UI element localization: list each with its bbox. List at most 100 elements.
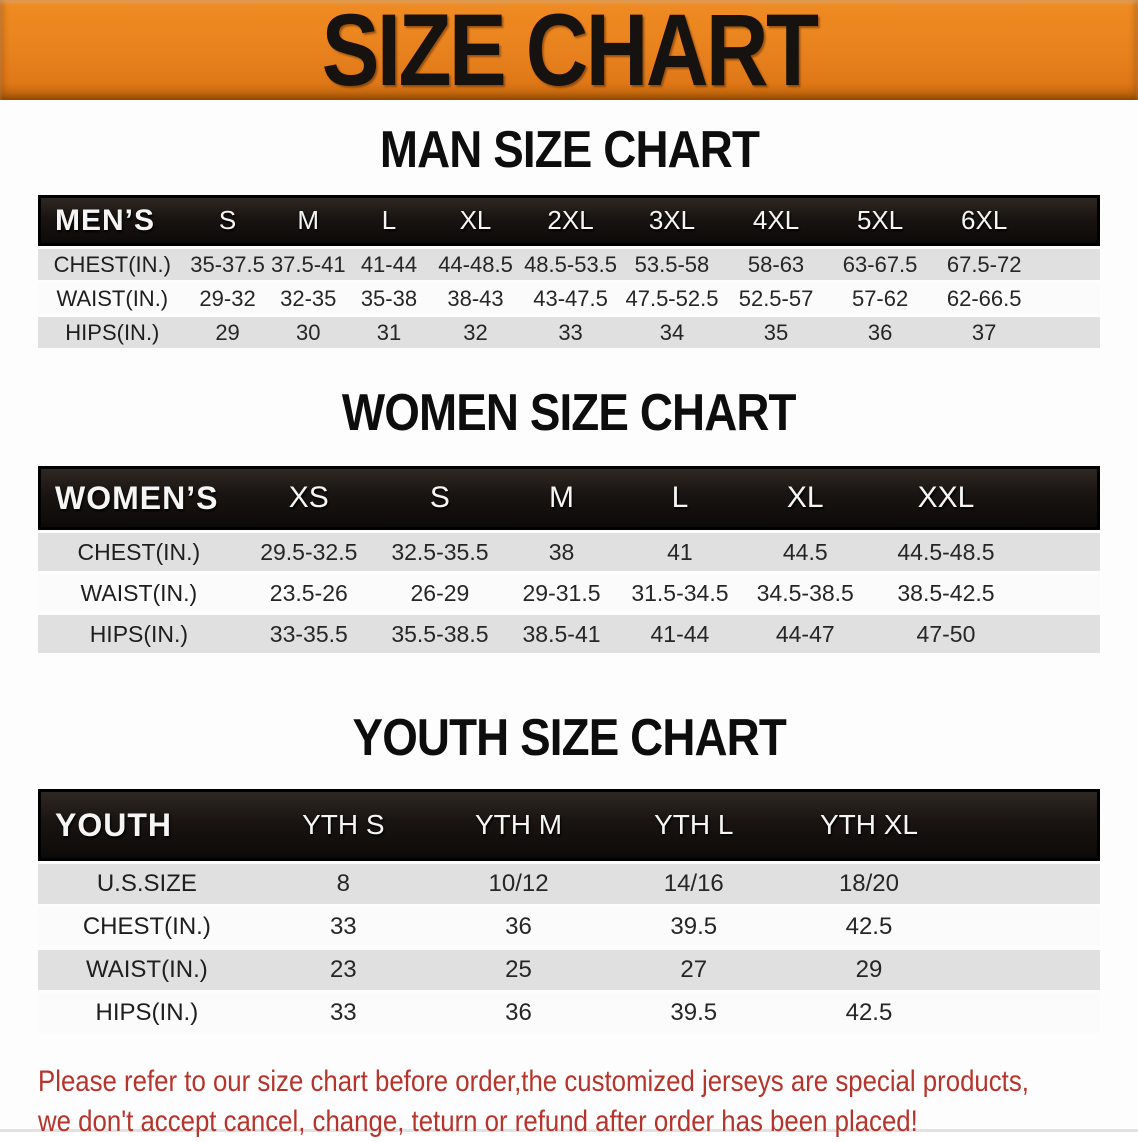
footer-note-line-2: we don't accept cancel, change, teturn o… xyxy=(38,1105,918,1138)
column-header: S xyxy=(377,466,503,530)
women-section-heading: WOMEN SIZE CHART xyxy=(0,387,1138,439)
size-cell: 37.5-41 xyxy=(268,249,349,280)
table-row: WAIST(IN.) 23.5-26 26-29 29-31.5 31.5-34.5 34… xyxy=(38,574,1100,612)
row-spacer xyxy=(1020,615,1100,653)
size-cell: 41 xyxy=(621,533,739,571)
table-row: HIPS(IN.) 33 36 39.5 42.5 xyxy=(38,993,1100,1033)
size-cell: 10/12 xyxy=(430,864,607,904)
size-cell: 44.5 xyxy=(738,533,872,571)
column-header: L xyxy=(621,466,739,530)
size-cell: 39.5 xyxy=(606,907,782,947)
youth-section-heading: YOUTH SIZE CHART xyxy=(0,712,1138,764)
size-cell: 32.5-35.5 xyxy=(377,533,503,571)
youth-header-row: YOUTH YTH S YTH M YTH L YTH XL xyxy=(38,789,1100,861)
size-cell: 29 xyxy=(186,317,269,348)
size-cell: 58-63 xyxy=(724,249,829,280)
row-spacer xyxy=(956,950,1100,990)
size-cell: 47.5-52.5 xyxy=(619,283,724,314)
size-cell: 44-48.5 xyxy=(429,249,522,280)
size-cell: 35-37.5 xyxy=(186,249,269,280)
column-header: 3XL xyxy=(619,195,724,246)
column-header: YTH XL xyxy=(781,789,957,861)
column-header: 2XL xyxy=(521,195,620,246)
row-spacer xyxy=(956,993,1100,1033)
size-cell: 62-66.5 xyxy=(932,283,1037,314)
size-cell: 42.5 xyxy=(781,993,957,1033)
size-cell: 8 xyxy=(255,864,431,904)
size-cell: 39.5 xyxy=(606,993,782,1033)
row-label: HIPS(IN.) xyxy=(38,993,256,1033)
size-cell: 33-35.5 xyxy=(239,615,378,653)
size-cell: 38 xyxy=(502,533,621,571)
size-cell: 26-29 xyxy=(377,574,503,612)
header-spacer xyxy=(1020,466,1100,530)
size-cell: 30 xyxy=(268,317,349,348)
size-cell: 48.5-53.5 xyxy=(521,249,620,280)
row-label: CHEST(IN.) xyxy=(38,533,240,571)
column-header: M xyxy=(502,466,621,530)
row-spacer xyxy=(1020,533,1100,571)
size-cell: 29-32 xyxy=(186,283,269,314)
column-header: 5XL xyxy=(828,195,933,246)
column-header: 4XL xyxy=(724,195,829,246)
size-cell: 36 xyxy=(430,993,607,1033)
table-row: CHEST(IN.) 29.5-32.5 32.5-35.5 38 41 44.5 44.5… xyxy=(38,533,1100,571)
size-cell: 47-50 xyxy=(871,615,1021,653)
size-cell: 32 xyxy=(429,317,522,348)
men-header-row: MEN’S S M L XL 2XL 3XL 4XL 5XL 6XL xyxy=(38,195,1100,246)
table-corner-label: WOMEN’S xyxy=(38,466,240,530)
size-cell: 36 xyxy=(828,317,933,348)
column-header: XS xyxy=(239,466,378,530)
size-cell: 29 xyxy=(781,950,957,990)
size-cell: 18/20 xyxy=(781,864,957,904)
men-size-table: MEN’S S M L XL 2XL 3XL 4XL 5XL 6XL CHEST(IN.) 35-3… xyxy=(38,192,1100,351)
size-cell: 35-38 xyxy=(348,283,430,314)
man-section-heading: MAN SIZE CHART xyxy=(0,124,1138,176)
size-cell: 34 xyxy=(619,317,724,348)
women-heading-text: WOMEN SIZE CHART xyxy=(342,384,797,442)
column-header: XL xyxy=(738,466,872,530)
size-cell: 29.5-32.5 xyxy=(239,533,378,571)
size-cell: 33 xyxy=(521,317,620,348)
column-header: XXL xyxy=(871,466,1021,530)
size-cell: 53.5-58 xyxy=(619,249,724,280)
size-cell: 27 xyxy=(606,950,782,990)
row-spacer xyxy=(1036,249,1100,280)
column-header: M xyxy=(268,195,349,246)
table-row: CHEST(IN.) 33 36 39.5 42.5 xyxy=(38,907,1100,947)
size-cell: 67.5-72 xyxy=(932,249,1037,280)
footer-note: Please refer to our size chart before or… xyxy=(38,1062,1100,1142)
row-label: WAIST(IN.) xyxy=(38,950,256,990)
table-corner-label: YOUTH xyxy=(38,789,256,861)
size-cell: 23.5-26 xyxy=(239,574,378,612)
header-spacer xyxy=(1036,195,1100,246)
row-label: HIPS(IN.) xyxy=(38,317,187,348)
size-cell: 23 xyxy=(255,950,431,990)
size-cell: 38.5-41 xyxy=(502,615,621,653)
table-row: HIPS(IN.) 29 30 31 32 33 34 35 36 37 xyxy=(38,317,1100,348)
row-spacer xyxy=(1020,574,1100,612)
row-label: U.S.SIZE xyxy=(38,864,256,904)
banner: SIZE CHART xyxy=(0,0,1138,100)
size-cell: 37 xyxy=(932,317,1037,348)
column-header: XL xyxy=(429,195,522,246)
size-cell: 63-67.5 xyxy=(828,249,933,280)
size-cell: 41-44 xyxy=(621,615,739,653)
column-header: YTH S xyxy=(255,789,431,861)
row-label: CHEST(IN.) xyxy=(38,249,187,280)
table-row: CHEST(IN.) 35-37.5 37.5-41 41-44 44-48.5 48.5… xyxy=(38,249,1100,280)
man-heading-text: MAN SIZE CHART xyxy=(379,121,759,179)
size-cell: 31.5-34.5 xyxy=(621,574,739,612)
table-row: HIPS(IN.) 33-35.5 35.5-38.5 38.5-41 41-44 44-… xyxy=(38,615,1100,653)
size-cell: 32-35 xyxy=(268,283,349,314)
size-cell: 43-47.5 xyxy=(521,283,620,314)
column-header: S xyxy=(186,195,269,246)
size-cell: 38-43 xyxy=(429,283,522,314)
size-cell: 31 xyxy=(348,317,430,348)
column-header: 6XL xyxy=(932,195,1037,246)
size-cell: 29-31.5 xyxy=(502,574,621,612)
size-cell: 41-44 xyxy=(348,249,430,280)
size-cell: 35 xyxy=(724,317,829,348)
header-spacer xyxy=(956,789,1100,861)
